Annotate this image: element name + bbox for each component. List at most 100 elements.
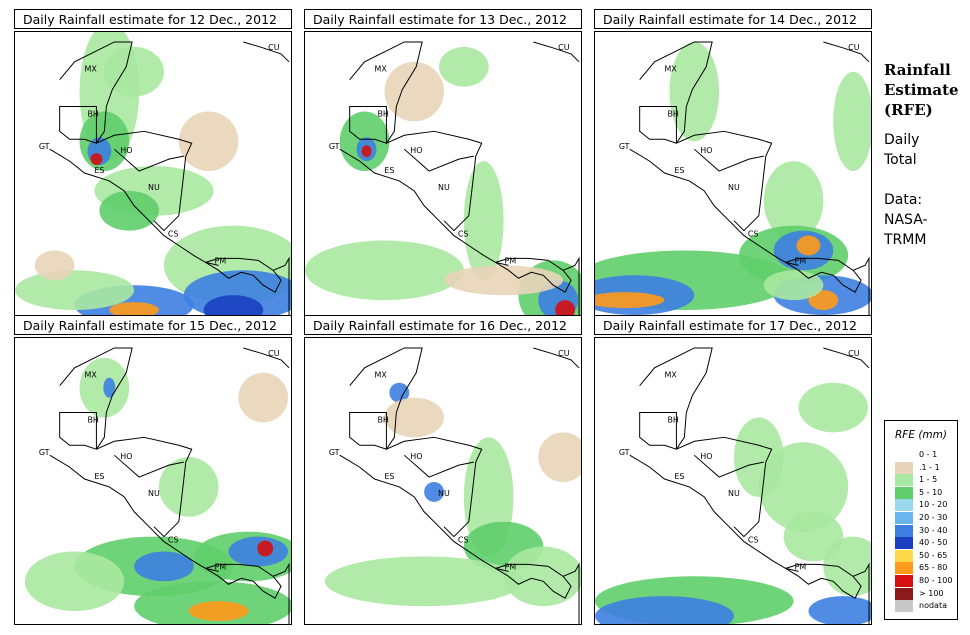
country-label: MX <box>84 65 97 74</box>
legend-swatch <box>895 549 913 562</box>
country-label: GT <box>39 142 50 151</box>
coastline <box>59 41 133 144</box>
coastline <box>562 256 580 318</box>
country-label: CU <box>268 349 280 358</box>
country-label: MX <box>84 371 97 380</box>
rain-area <box>763 270 824 301</box>
rain-area <box>34 250 75 281</box>
coastline <box>403 148 474 172</box>
panel-title: Daily Rainfall estimate for 16 Dec., 201… <box>304 315 582 335</box>
legend-label: 40 - 50 <box>919 538 948 548</box>
coastline <box>852 256 870 318</box>
rainfall-map: CU MX BH GT HO ES NU CS PM <box>14 31 292 319</box>
panel-title: Daily Rainfall estimate for 15 Dec., 201… <box>14 315 292 335</box>
rain-area <box>538 432 581 482</box>
country-label: CS <box>168 536 179 545</box>
coastline <box>533 347 580 369</box>
coastline <box>562 562 580 624</box>
coastline <box>96 436 193 538</box>
country-label: HO <box>410 452 422 461</box>
rain-area <box>669 41 720 142</box>
rain-area <box>758 442 849 532</box>
rain-area <box>384 397 444 438</box>
legend-label: 65 - 80 <box>919 563 948 573</box>
country-label: ES <box>384 166 394 175</box>
legend-swatch <box>895 474 913 487</box>
coastline <box>639 412 677 450</box>
country-label: CU <box>268 43 280 52</box>
coastline <box>349 41 423 144</box>
coastline <box>204 257 282 293</box>
coastline <box>339 148 509 266</box>
rain-area <box>361 145 372 158</box>
coastline <box>272 562 290 624</box>
rain-area <box>178 111 239 172</box>
rain-area <box>305 240 464 301</box>
legend-label: 30 - 40 <box>919 525 948 535</box>
rain-area <box>257 540 274 557</box>
coastline <box>629 454 799 572</box>
rainfall-map: CU MX BH GT HO ES NU CS PM <box>14 337 292 625</box>
country-label: HO <box>700 146 712 155</box>
coastline <box>629 148 799 266</box>
coastline <box>49 148 219 266</box>
coastline <box>49 454 219 572</box>
country-label: PM <box>795 256 807 265</box>
legend-swatch <box>895 461 913 474</box>
rain-area <box>463 161 504 281</box>
country-label: PM <box>795 562 807 571</box>
rain-area <box>783 511 844 562</box>
coastline <box>693 148 764 172</box>
coastline <box>823 41 870 63</box>
legend-swatch <box>895 575 913 587</box>
coastline <box>784 563 862 599</box>
rain-area <box>833 71 871 172</box>
rain-area <box>439 46 489 87</box>
coastline <box>349 412 387 450</box>
country-label: ES <box>94 166 104 175</box>
country-label: BH <box>667 109 678 118</box>
country-label: GT <box>39 448 50 457</box>
rain-area <box>808 596 871 624</box>
side-title: Rainfall Estimate (RFE) <box>884 61 959 119</box>
rain-area <box>389 382 410 403</box>
rain-area <box>90 153 103 166</box>
legend-label: > 100 <box>919 588 944 598</box>
country-label: NU <box>148 489 160 498</box>
country-label: NU <box>438 489 450 498</box>
legend-swatch <box>895 537 913 550</box>
rain-area <box>555 300 576 318</box>
rain-area <box>324 556 524 607</box>
country-label: NU <box>148 183 160 192</box>
legend-label: 10 - 20 <box>919 500 948 510</box>
rain-area <box>808 290 839 311</box>
coastline <box>693 454 764 478</box>
legend-label: nodata <box>919 601 947 611</box>
rain-area <box>384 61 444 122</box>
rain-area <box>595 596 734 624</box>
country-label: CU <box>558 43 570 52</box>
coastline <box>96 130 193 232</box>
country-label: ES <box>94 472 104 481</box>
legend-label: 5 - 10 <box>919 487 943 497</box>
coastline <box>494 257 572 293</box>
legend-swatch <box>895 600 913 613</box>
country-label: CS <box>748 230 759 239</box>
coastline <box>823 347 870 369</box>
country-label: HO <box>700 452 712 461</box>
country-label: BH <box>87 415 98 424</box>
country-label: GT <box>619 142 630 151</box>
country-label: CU <box>848 43 860 52</box>
legend: RFE (mm) 0 - 1 .1 - 1 1 - 5 5 - 10 10 - 20 20… <box>884 420 958 620</box>
legend-swatch <box>895 449 913 461</box>
country-label: PM <box>505 562 517 571</box>
country-label: GT <box>329 142 340 151</box>
country-label: BH <box>667 415 678 424</box>
country-label: CU <box>848 349 860 358</box>
rain-area <box>798 382 869 433</box>
rain-area <box>763 161 824 241</box>
country-label: NU <box>438 183 450 192</box>
legend-swatch <box>895 524 913 537</box>
rain-area <box>443 265 564 296</box>
coastline <box>272 256 290 318</box>
